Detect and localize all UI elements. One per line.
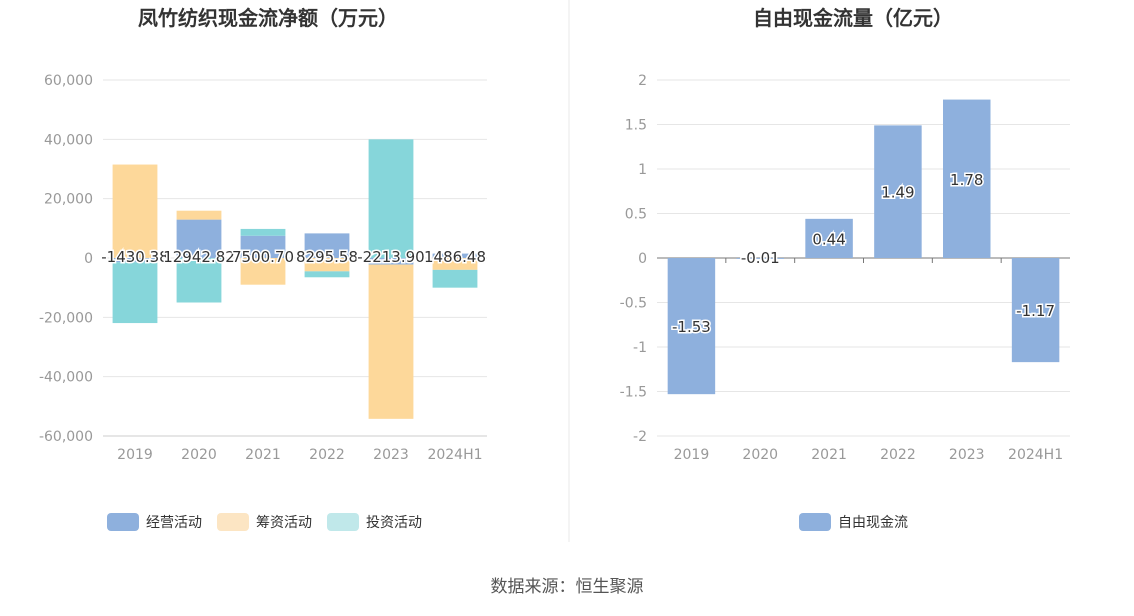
y-tick-label: -1.5	[620, 385, 647, 401]
data-label: -0.01	[741, 249, 780, 267]
y-tick-label: 1	[638, 162, 647, 178]
bar-series0-2022	[304, 233, 350, 258]
bar-series1-2020	[176, 210, 222, 220]
y-tick-label: 40,000	[44, 132, 93, 148]
y-tick-label: -0.5	[620, 296, 647, 312]
x-tick-label: 2022	[309, 447, 345, 463]
y-tick-label: -2	[633, 429, 647, 445]
x-tick-label: 2020	[742, 447, 778, 463]
legend-swatch[interactable]	[107, 513, 139, 531]
y-tick-label: -20,000	[39, 310, 93, 326]
free-cashflow-chart: 自由现金流量（亿元） 2 1.5 1 0.5 0 -0.5 -1 -1.5 -2 2019 202…	[620, 6, 1070, 531]
bar-series2-2022	[304, 271, 350, 278]
x-tick-label: 2024H1	[427, 447, 482, 463]
data-label: -2213.90	[357, 248, 424, 266]
y-tick-label: -60,000	[39, 429, 93, 445]
x-tick-label: 2024H1	[1008, 447, 1063, 463]
y-tick-label: -40,000	[39, 370, 93, 386]
data-label: 1486.48	[424, 248, 486, 266]
bar-series0-2021	[240, 235, 286, 258]
y-tick-label: 0	[84, 251, 93, 267]
bar-2019	[667, 258, 716, 395]
bar-2022	[874, 125, 922, 258]
x-tick-label: 2023	[373, 447, 409, 463]
x-tick-label: 2021	[245, 447, 281, 463]
y-tick-label: 0	[638, 251, 647, 267]
bar-series2-2023	[368, 139, 414, 258]
bar-2023	[943, 99, 991, 258]
legend-swatch[interactable]	[327, 513, 359, 531]
x-tick-label: 2023	[949, 447, 985, 463]
chart-title: 凤竹纺织现金流净额（万元）	[138, 6, 398, 30]
cashflow-net-chart: 凤竹纺织现金流净额（万元） 60,000 40,000 20,000 0 -20,000…	[39, 6, 488, 531]
legend-label[interactable]: 自由现金流	[838, 515, 908, 531]
bar-series1-2021	[240, 258, 286, 285]
bar-series2-2019	[112, 262, 158, 324]
bar-series0-2020	[176, 219, 222, 258]
bar-series0-2019	[112, 258, 158, 263]
x-tick-label: 2021	[811, 447, 847, 463]
x-tick-label: 2019	[117, 447, 153, 463]
bar-series2-2020	[176, 258, 222, 303]
y-tick-label: 60,000	[44, 73, 93, 89]
bar-2021	[805, 218, 853, 258]
data-label: 8295.58	[296, 248, 358, 266]
data-label: 7500.70	[232, 248, 294, 266]
bar-2024H1	[1011, 258, 1060, 363]
data-label: 1.78	[950, 171, 983, 189]
bar-series1-2019	[112, 164, 158, 258]
bar-2020	[736, 258, 784, 259]
y-tick-label: -1	[633, 340, 647, 356]
x-tick-label: 2019	[674, 447, 710, 463]
legend-label[interactable]: 投资活动	[366, 515, 422, 531]
y-tick-label: 20,000	[44, 192, 93, 208]
bar-series0-2023	[368, 258, 414, 265]
data-source: 数据来源：恒生聚源	[491, 577, 644, 597]
y-tick-label: 2	[638, 73, 647, 89]
bar-series1-2022	[304, 258, 350, 272]
legend: 自由现金流	[799, 513, 908, 531]
legend-label[interactable]: 筹资活动	[256, 514, 312, 531]
bar-series2-2024H1	[432, 269, 478, 288]
legend-label[interactable]: 经营活动	[146, 515, 202, 531]
y-tick-label: 1.5	[625, 118, 647, 134]
data-label: 0.44	[812, 230, 845, 248]
y-tick-label: 0.5	[625, 207, 647, 223]
legend: 经营活动 筹资活动 投资活动	[107, 513, 422, 531]
data-label: -1.17	[1016, 302, 1055, 320]
legend-swatch[interactable]	[799, 513, 831, 531]
bar-series1-2024H1	[432, 258, 478, 270]
data-label: -1.53	[672, 318, 711, 336]
data-label: -1430.38	[101, 248, 168, 266]
data-label: 12942.82	[163, 248, 235, 266]
bar-series1-2023	[368, 264, 414, 419]
chart-title: 自由现金流量（亿元）	[753, 6, 953, 30]
x-tick-label: 2020	[181, 447, 217, 463]
data-label: 1.49	[881, 184, 914, 202]
bar-series2-2021	[240, 228, 286, 236]
x-tick-label: 2022	[880, 447, 916, 463]
legend-swatch[interactable]	[217, 513, 249, 531]
bar-series0-2024H1	[432, 253, 478, 258]
